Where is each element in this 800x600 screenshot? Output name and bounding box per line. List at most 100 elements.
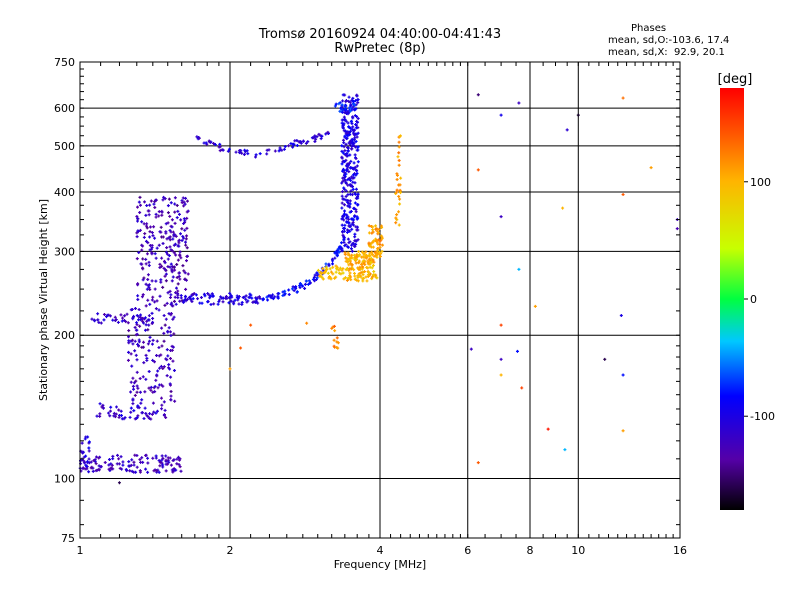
echo-point xyxy=(132,409,136,413)
echo-point xyxy=(151,390,155,394)
echo-point xyxy=(603,357,607,361)
echo-point xyxy=(355,93,359,97)
echo-point xyxy=(341,214,345,218)
echo-point xyxy=(351,187,355,191)
echo-point xyxy=(356,101,360,105)
echo-point xyxy=(168,228,172,232)
echo-point xyxy=(353,244,357,248)
echo-point xyxy=(161,198,165,202)
x-tick-label: 4 xyxy=(377,544,384,557)
echo-point xyxy=(83,437,87,441)
echo-point xyxy=(147,339,151,343)
echo-point xyxy=(271,297,275,301)
echo-point xyxy=(143,406,147,410)
echo-point xyxy=(102,318,106,322)
echo-point xyxy=(138,377,142,381)
echo-point xyxy=(177,238,181,242)
echo-point xyxy=(348,229,352,233)
echo-point xyxy=(96,312,100,316)
echo-point xyxy=(329,270,333,274)
echo-point xyxy=(147,314,151,318)
echo-point xyxy=(136,298,140,302)
echo-point xyxy=(221,300,225,304)
echo-point xyxy=(224,294,228,298)
echo-point xyxy=(177,274,181,278)
echo-point xyxy=(165,237,169,241)
echo-point xyxy=(337,268,341,272)
echo-point xyxy=(132,381,136,385)
echo-point xyxy=(303,282,307,286)
echo-point xyxy=(164,454,168,458)
echo-point xyxy=(265,152,269,156)
echo-point xyxy=(353,165,357,169)
echo-point xyxy=(135,313,139,317)
echo-point xyxy=(372,254,376,258)
echo-point xyxy=(372,270,376,274)
echo-point xyxy=(249,323,253,327)
echo-point xyxy=(172,332,176,336)
echo-point xyxy=(351,142,355,146)
echo-point xyxy=(178,254,182,258)
echo-point xyxy=(184,237,188,241)
echo-point xyxy=(154,307,158,311)
echo-point xyxy=(154,215,158,219)
echo-point xyxy=(168,296,172,300)
echo-point xyxy=(173,202,177,206)
echo-point xyxy=(397,151,401,155)
echo-point xyxy=(161,456,165,460)
echo-point xyxy=(150,231,154,235)
echo-point xyxy=(98,414,102,418)
echo-point xyxy=(358,265,362,269)
echo-point xyxy=(255,297,259,301)
echo-point xyxy=(155,246,159,250)
echo-point xyxy=(148,335,152,339)
echo-point xyxy=(97,468,101,472)
echo-point xyxy=(344,99,348,103)
echo-point xyxy=(343,134,347,138)
echo-point xyxy=(499,373,503,377)
echo-point xyxy=(154,378,158,382)
echo-point xyxy=(343,178,347,182)
echo-point xyxy=(353,235,357,239)
echo-point xyxy=(216,302,220,306)
echo-point xyxy=(373,250,377,254)
echo-point xyxy=(131,402,135,406)
echo-point xyxy=(160,256,164,260)
echo-point xyxy=(130,338,134,342)
echo-point xyxy=(144,467,148,471)
echo-point xyxy=(378,254,382,258)
echo-point xyxy=(621,193,625,197)
colorbar-label: [deg] xyxy=(718,72,753,87)
echo-point xyxy=(171,275,175,279)
echo-point xyxy=(621,373,625,377)
echo-point xyxy=(347,161,351,165)
echo-point xyxy=(136,404,140,408)
echo-point xyxy=(139,313,143,317)
echo-point xyxy=(352,161,356,165)
echo-point xyxy=(340,162,344,166)
echo-point xyxy=(158,262,162,266)
echo-point xyxy=(312,275,316,279)
echo-point xyxy=(649,166,653,170)
echo-point xyxy=(341,230,345,234)
echo-point xyxy=(148,203,152,207)
echo-point xyxy=(133,325,137,329)
echo-point xyxy=(82,461,86,465)
echo-point xyxy=(333,329,337,333)
echo-point xyxy=(298,284,302,288)
echo-point xyxy=(139,401,143,405)
echo-point xyxy=(129,390,133,394)
echo-point xyxy=(276,294,280,298)
echo-point xyxy=(183,295,187,299)
echo-point xyxy=(130,364,134,368)
echo-point xyxy=(144,323,148,327)
echo-point xyxy=(162,195,166,199)
echo-point xyxy=(144,411,148,415)
echo-point xyxy=(356,266,360,270)
echo-point xyxy=(145,252,149,256)
echo-point xyxy=(250,296,254,300)
echo-point xyxy=(167,236,171,240)
echo-point xyxy=(197,136,201,140)
echo-point xyxy=(340,155,344,159)
